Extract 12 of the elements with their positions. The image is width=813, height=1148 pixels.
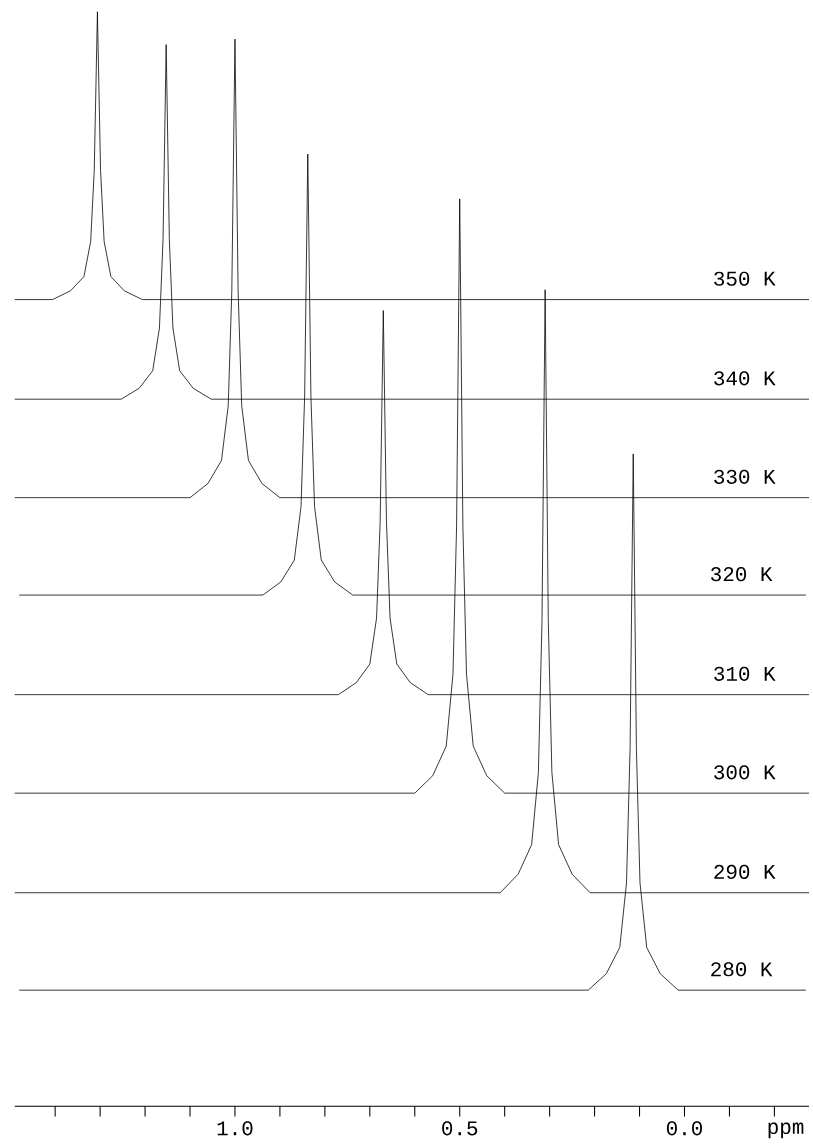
series-label: 280 K	[711, 962, 773, 977]
series-label: 300 K	[714, 765, 776, 780]
series-label: 320 K	[711, 567, 773, 582]
series-label: 340 K	[714, 371, 776, 386]
series-label: 350 K	[714, 271, 776, 286]
x-tick-label: 0.5	[442, 1121, 478, 1136]
x-axis-title: ppm	[768, 1122, 804, 1139]
series-label: 290 K	[714, 864, 776, 879]
series-label: 330 K	[714, 469, 776, 484]
x-tick-label: 1.0	[217, 1121, 253, 1136]
series-label: 310 K	[714, 666, 776, 681]
x-tick-label: 0.0	[666, 1121, 703, 1136]
